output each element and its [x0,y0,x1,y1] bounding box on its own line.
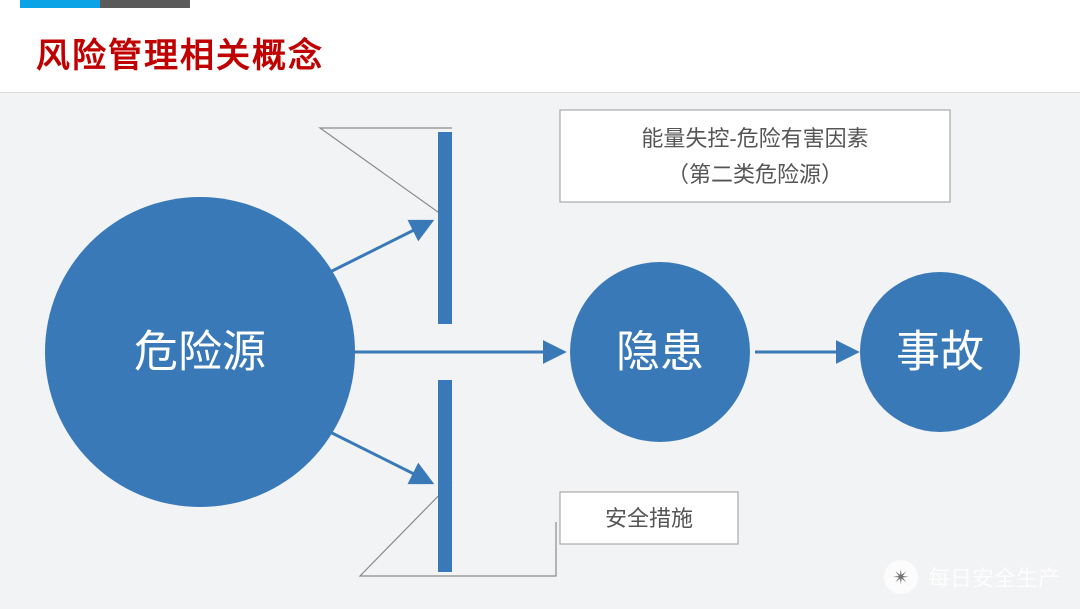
node-hidden-label: 隐患 [616,328,704,377]
node-source-label: 危险源 [134,328,266,377]
barrier-top [438,132,452,324]
diagram-svg: 危险源 隐患 事故 能量失控-危险有害因素 （第二类危险源） 安全措施 [0,92,1080,608]
watermark-text: 每日安全生产 [928,561,1060,593]
box-bottom-line1: 安全措施 [605,506,693,531]
callout-top-line [320,128,452,222]
top-strip [0,0,1080,8]
top-strip-gray [100,0,190,8]
box-top-line2: （第二类危险源） [667,162,843,187]
node-accident-label: 事故 [896,328,984,377]
box-top [560,110,950,202]
barrier-bottom [438,380,452,572]
box-top-line1: 能量失控-危险有害因素 [641,126,868,151]
page-title: 风险管理相关概念 [36,28,324,77]
arrow-down [330,432,430,482]
arrow-up [330,222,430,272]
wechat-icon: ✴ [884,560,918,594]
top-strip-blue [20,0,100,8]
callout-bottom-line [360,482,556,576]
watermark: ✴ 每日安全生产 [884,560,1060,594]
